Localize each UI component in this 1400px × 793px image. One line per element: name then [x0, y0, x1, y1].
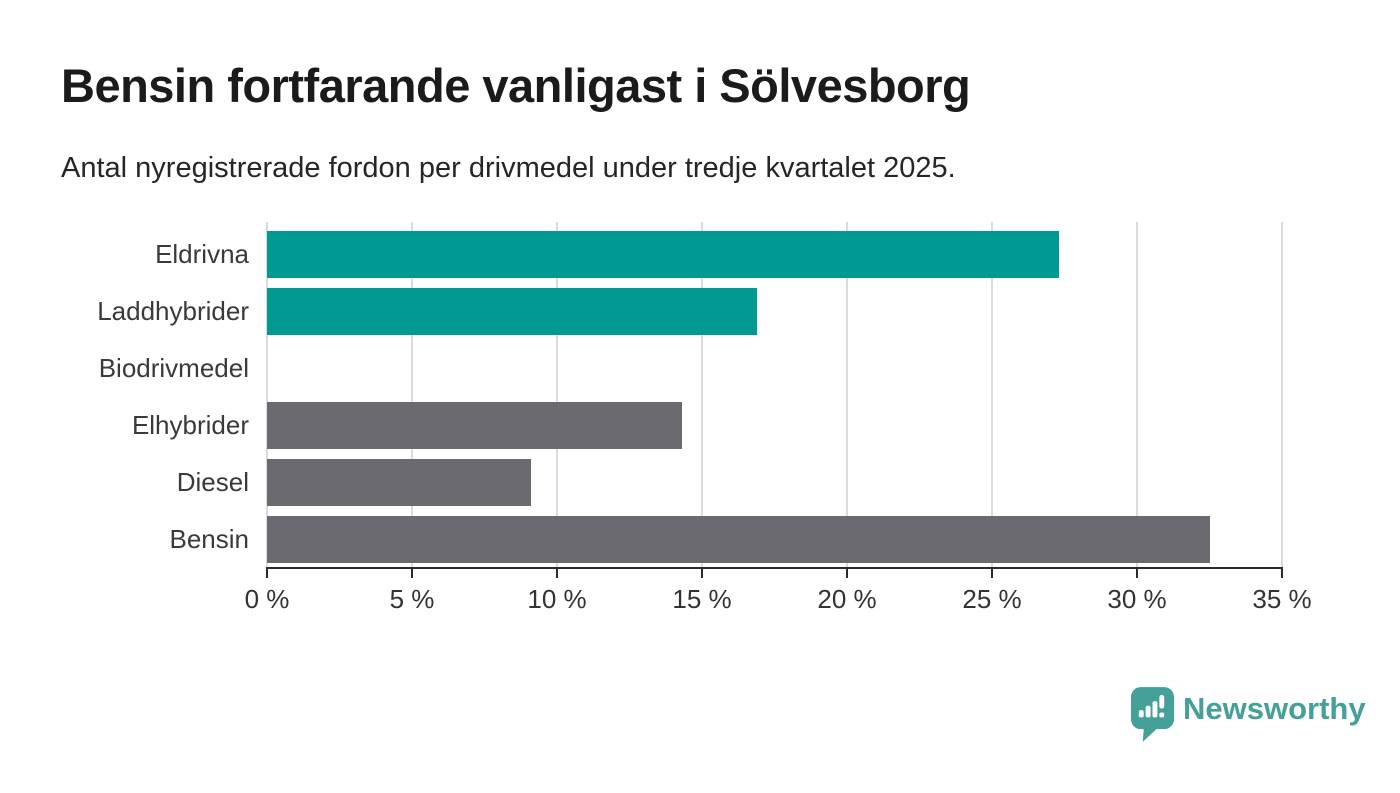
category-label-diesel: Diesel — [176, 467, 249, 497]
gridline — [701, 222, 703, 568]
gridline — [846, 222, 848, 568]
bar-bensin — [267, 516, 1210, 563]
x-axis-tick-label: 25 % — [962, 584, 1022, 614]
newsworthy-logo-link[interactable]: Newsworthy — [1131, 687, 1366, 742]
x-axis-tick — [701, 567, 703, 578]
x-axis-tick — [266, 567, 268, 578]
chart-title: Bensin fortfarande vanligast i Sölvesbor… — [61, 59, 971, 112]
x-axis-tick — [411, 567, 413, 578]
newsworthy-logo-text: Newsworthy — [1183, 691, 1366, 726]
x-axis-tick-label: 15 % — [672, 584, 732, 614]
plot-area — [266, 222, 1283, 568]
x-axis-tick — [1136, 567, 1138, 578]
gridline — [1136, 222, 1138, 568]
gridline — [411, 222, 413, 568]
x-axis-tick — [991, 567, 993, 578]
newsworthy-pin-barchart-icon — [1131, 687, 1174, 742]
y-axis-labels: Eldrivna Laddhybrider Biodrivmedel Elhybrid… — [0, 226, 249, 568]
x-axis-tick-label: 10 % — [527, 584, 587, 614]
category-label-elhybrider: Elhybrider — [131, 410, 249, 440]
x-axis-tick-label: 35 % — [1252, 584, 1312, 614]
x-axis-tick — [846, 567, 848, 578]
x-axis-tick — [1281, 567, 1283, 578]
gridline — [266, 222, 268, 568]
x-axis-tick-label: 5 % — [389, 584, 435, 614]
bar-elhybrider — [267, 402, 682, 449]
x-axis-tick-label: 0 % — [244, 584, 290, 614]
category-label-laddhybrider: Laddhybrider — [97, 296, 249, 326]
chart-subtitle: Antal nyregistrerade fordon per drivmede… — [61, 152, 956, 184]
x-axis-tick-label: 30 % — [1107, 584, 1167, 614]
gridline — [556, 222, 558, 568]
bar-diesel — [267, 459, 531, 506]
bar-laddhybrider — [267, 288, 758, 335]
x-axis-line — [266, 567, 1283, 569]
x-axis-tick-label: 20 % — [817, 584, 877, 614]
gridline — [1281, 222, 1283, 568]
bar-eldrivna — [267, 231, 1059, 278]
category-label-biodrivmedel: Biodrivmedel — [98, 353, 249, 383]
gridline — [991, 222, 993, 568]
category-label-bensin: Bensin — [169, 524, 250, 554]
x-axis-tick — [556, 567, 558, 578]
category-label-eldrivna: Eldrivna — [155, 239, 249, 269]
